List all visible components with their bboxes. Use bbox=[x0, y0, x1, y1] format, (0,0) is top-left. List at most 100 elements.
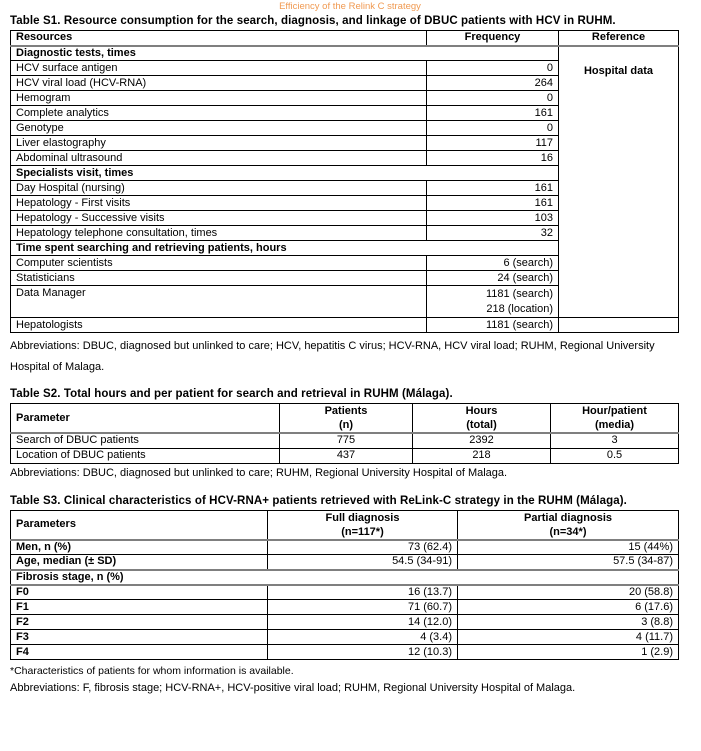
hours-value: 218 bbox=[412, 447, 551, 464]
resource-label: Complete analytics bbox=[10, 105, 427, 121]
hour-patient-value: 0.5 bbox=[550, 447, 679, 464]
full-diagnosis-value: 4 (3.4) bbox=[267, 629, 458, 645]
parameter-label: F2 bbox=[10, 614, 268, 630]
frequency-value: 117 bbox=[426, 135, 559, 151]
column-header-frequency: Frequency bbox=[426, 30, 559, 47]
resource-label: Hepatology - Successive visits bbox=[10, 210, 427, 226]
parameter-label: Men, n (%) bbox=[10, 539, 268, 555]
patients-value: 437 bbox=[279, 447, 413, 464]
frequency-line-1: 1181 (search) bbox=[485, 288, 553, 300]
table-row: Men, n (%) 73 (62.4) 15 (44%) bbox=[10, 539, 679, 555]
table-row: F2 14 (12.0) 3 (8.8) bbox=[10, 614, 679, 630]
table-s1-title: Table S1. Resource consumption for the s… bbox=[10, 15, 616, 27]
column-header-hours: Hours (total) bbox=[412, 403, 551, 434]
header-line-1: Hour/patient bbox=[582, 405, 647, 417]
section-row: Specialists visit, times bbox=[10, 165, 679, 181]
parameter-label: F0 bbox=[10, 584, 268, 600]
frequency-value: 0 bbox=[426, 120, 559, 136]
frequency-value: 0 bbox=[426, 60, 559, 76]
partial-diagnosis-value: 4 (11.7) bbox=[457, 629, 679, 645]
table-row: Genotype 0 bbox=[10, 120, 679, 136]
table-row: Hepatology - Successive visits 103 bbox=[10, 210, 679, 226]
document-page: Efficiency of the Relink C strategy Tabl… bbox=[10, 1, 679, 694]
frequency-value: 1181 (search) 218 (location) bbox=[426, 285, 559, 318]
section-label: Fibrosis stage, n (%) bbox=[10, 568, 679, 586]
column-header-patients: Patients (n) bbox=[279, 403, 413, 434]
resource-label: Liver elastography bbox=[10, 135, 427, 151]
partial-diagnosis-value: 3 (8.8) bbox=[457, 614, 679, 630]
table-s1: Resources Frequency Reference Diagnostic… bbox=[10, 30, 679, 333]
frequency-line-2: 218 (location) bbox=[486, 303, 553, 315]
partial-diagnosis-value: 1 (2.9) bbox=[457, 644, 679, 660]
full-diagnosis-value: 14 (12.0) bbox=[267, 614, 458, 630]
table-row: Search of DBUC patients 775 2392 3 bbox=[10, 432, 679, 449]
frequency-value: 0 bbox=[426, 90, 559, 106]
table-s2-title: Table S2. Total hours and per patient fo… bbox=[10, 388, 453, 400]
partial-diagnosis-value: 57.5 (34-87) bbox=[457, 554, 679, 570]
column-header-parameter: Parameter bbox=[10, 403, 280, 434]
table-s1-header-row: Resources Frequency Reference bbox=[10, 30, 679, 47]
column-header-parameters: Parameters bbox=[10, 509, 268, 541]
table-row: Liver elastography 117 bbox=[10, 135, 679, 151]
table-row: Data Manager 1181 (search) 218 (location… bbox=[10, 285, 679, 318]
table-row: Hepatology - First visits 161 bbox=[10, 195, 679, 211]
table-row: Age, median (± SD) 54.5 (34-91) 57.5 (34… bbox=[10, 554, 679, 570]
column-header-resources: Resources bbox=[10, 30, 427, 47]
resource-label: Data Manager bbox=[10, 285, 427, 318]
resource-label: Hemogram bbox=[10, 90, 427, 106]
table-s1-abbreviations: Abbreviations: DBUC, diagnosed but unlin… bbox=[10, 340, 655, 373]
full-diagnosis-value: 16 (13.7) bbox=[267, 584, 458, 600]
header-line-2: (n) bbox=[338, 419, 354, 431]
table-s2-header-row: Parameter Patients (n) Hours (total) Hou… bbox=[10, 403, 679, 434]
column-header-reference: Reference bbox=[558, 30, 679, 47]
table-s3-title: Table S3. Clinical characteristics of HC… bbox=[10, 494, 627, 507]
table-row: Abdominal ultrasound 16 bbox=[10, 150, 679, 166]
resource-label: Hepatology telephone consultation, times bbox=[10, 225, 427, 241]
header-line-1: Hours bbox=[465, 405, 498, 417]
running-head: Efficiency of the Relink C strategy bbox=[279, 1, 421, 12]
parameter-label: F4 bbox=[10, 644, 268, 660]
table-s2: Parameter Patients (n) Hours (total) Hou… bbox=[10, 403, 679, 464]
table-row: Day Hospital (nursing) 161 bbox=[10, 180, 679, 196]
frequency-value: 16 bbox=[426, 150, 559, 166]
table-row: Hepatologists 1181 (search) bbox=[10, 317, 679, 333]
header-line-2: (media) bbox=[594, 419, 635, 431]
header-line-2: (n=117*) bbox=[341, 525, 384, 538]
resource-label: Genotype bbox=[10, 120, 427, 136]
resource-label: Statisticians bbox=[10, 270, 427, 286]
header-line-1: Patients bbox=[324, 405, 368, 417]
resource-label: Hepatology - First visits bbox=[10, 195, 427, 211]
resource-label: HCV surface antigen bbox=[10, 60, 427, 76]
partial-diagnosis-value: 6 (17.6) bbox=[457, 599, 679, 615]
frequency-value: 264 bbox=[426, 75, 559, 91]
frequency-value: 103 bbox=[426, 210, 559, 226]
column-header-partial-diagnosis: Partial diagnosis (n=34*) bbox=[457, 509, 679, 541]
hour-patient-value: 3 bbox=[550, 432, 679, 449]
full-diagnosis-value: 12 (10.3) bbox=[267, 644, 458, 660]
table-s3-header-row: Parameters Full diagnosis (n=117*) Parti… bbox=[10, 509, 679, 541]
frequency-value: 6 (search) bbox=[426, 255, 559, 271]
section-label: Diagnostic tests, times bbox=[10, 45, 559, 61]
table-row: F1 71 (60.7) 6 (17.6) bbox=[10, 599, 679, 615]
resource-label: HCV viral load (HCV-RNA) bbox=[10, 75, 427, 91]
column-header-hour-patient: Hour/patient (media) bbox=[550, 403, 679, 434]
header-line-2: (n=34*) bbox=[549, 525, 587, 538]
hours-value: 2392 bbox=[412, 432, 551, 449]
header-line-2: (total) bbox=[466, 419, 497, 431]
resource-label: Hepatologists bbox=[10, 317, 427, 333]
frequency-value: 24 (search) bbox=[426, 270, 559, 286]
patients-value: 775 bbox=[279, 432, 413, 449]
header-line-1: Partial diagnosis bbox=[523, 511, 613, 524]
table-s3-footnote: *Characteristics of patients for whom in… bbox=[10, 665, 294, 677]
table-row: F4 12 (10.3) 1 (2.9) bbox=[10, 644, 679, 660]
full-diagnosis-value: 71 (60.7) bbox=[267, 599, 458, 615]
column-header-full-diagnosis: Full diagnosis (n=117*) bbox=[267, 509, 458, 541]
table-row: F0 16 (13.7) 20 (58.8) bbox=[10, 584, 679, 600]
frequency-value: 161 bbox=[426, 180, 559, 196]
partial-diagnosis-value: 20 (58.8) bbox=[457, 584, 679, 600]
table-row: Statisticians 24 (search) bbox=[10, 270, 679, 286]
table-row: Location of DBUC patients 437 218 0.5 bbox=[10, 447, 679, 464]
frequency-value: 161 bbox=[426, 195, 559, 211]
table-s2-abbreviations: Abbreviations: DBUC, diagnosed but unlin… bbox=[10, 466, 508, 479]
section-row: Fibrosis stage, n (%) bbox=[10, 568, 679, 586]
